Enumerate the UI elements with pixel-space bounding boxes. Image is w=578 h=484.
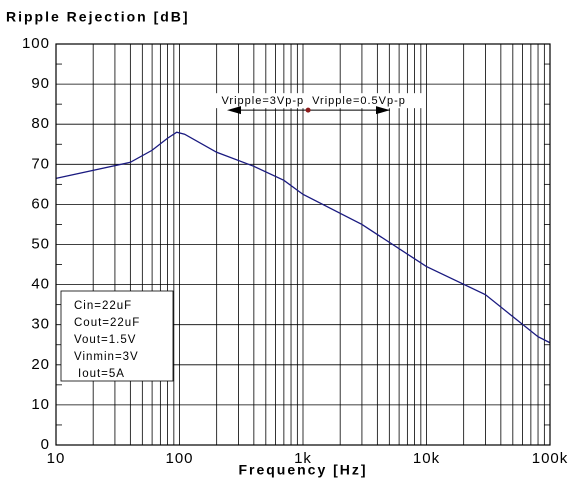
y-tick-label: 20 (31, 356, 50, 373)
condition-text: Vout=1.5V (74, 334, 136, 346)
marks (55, 131, 551, 344)
x-tick-label: 10 (47, 450, 66, 467)
conditions-box (60, 290, 174, 382)
annotation-text: Vripple=3Vp-p (222, 95, 305, 107)
y-tick-label: 60 (31, 195, 50, 212)
condition-text: Iout=5A (78, 368, 125, 380)
x-tick-label: 100k (532, 450, 569, 467)
condition-text: Cin=22uF (74, 300, 132, 312)
y-tick-label: 30 (31, 316, 50, 333)
data-line (55, 131, 551, 344)
annotation-bg (188, 93, 424, 109)
y-tick-label: 0 (41, 436, 50, 453)
condition-text: Vinmin=3V (74, 351, 139, 363)
annotation-point (305, 107, 311, 113)
x-tick-label: 1k (294, 450, 312, 467)
y-tick-label: 10 (31, 396, 50, 413)
arrow-head (227, 106, 241, 115)
x-tick-label: 100 (165, 450, 193, 467)
y-tick-label: 90 (31, 75, 50, 92)
grid (55, 43, 551, 446)
annotation-text: Vripple=0.5Vp-p (312, 95, 406, 107)
x-tick-label: 10k (413, 450, 440, 467)
y-tick-label: 100 (22, 35, 50, 52)
plot-frame (55, 43, 551, 446)
x-axis-label: Frequency [Hz] (238, 462, 367, 478)
y-tick-label: 40 (31, 276, 50, 293)
y-tick-label: 70 (31, 155, 50, 172)
condition-text: Cout=22uF (74, 317, 140, 329)
arrow-head (376, 106, 390, 115)
y-tick-label: 80 (31, 115, 50, 132)
y-tick-label: 50 (31, 235, 50, 252)
chart-title: Ripple Rejection [dB] (6, 9, 190, 25)
